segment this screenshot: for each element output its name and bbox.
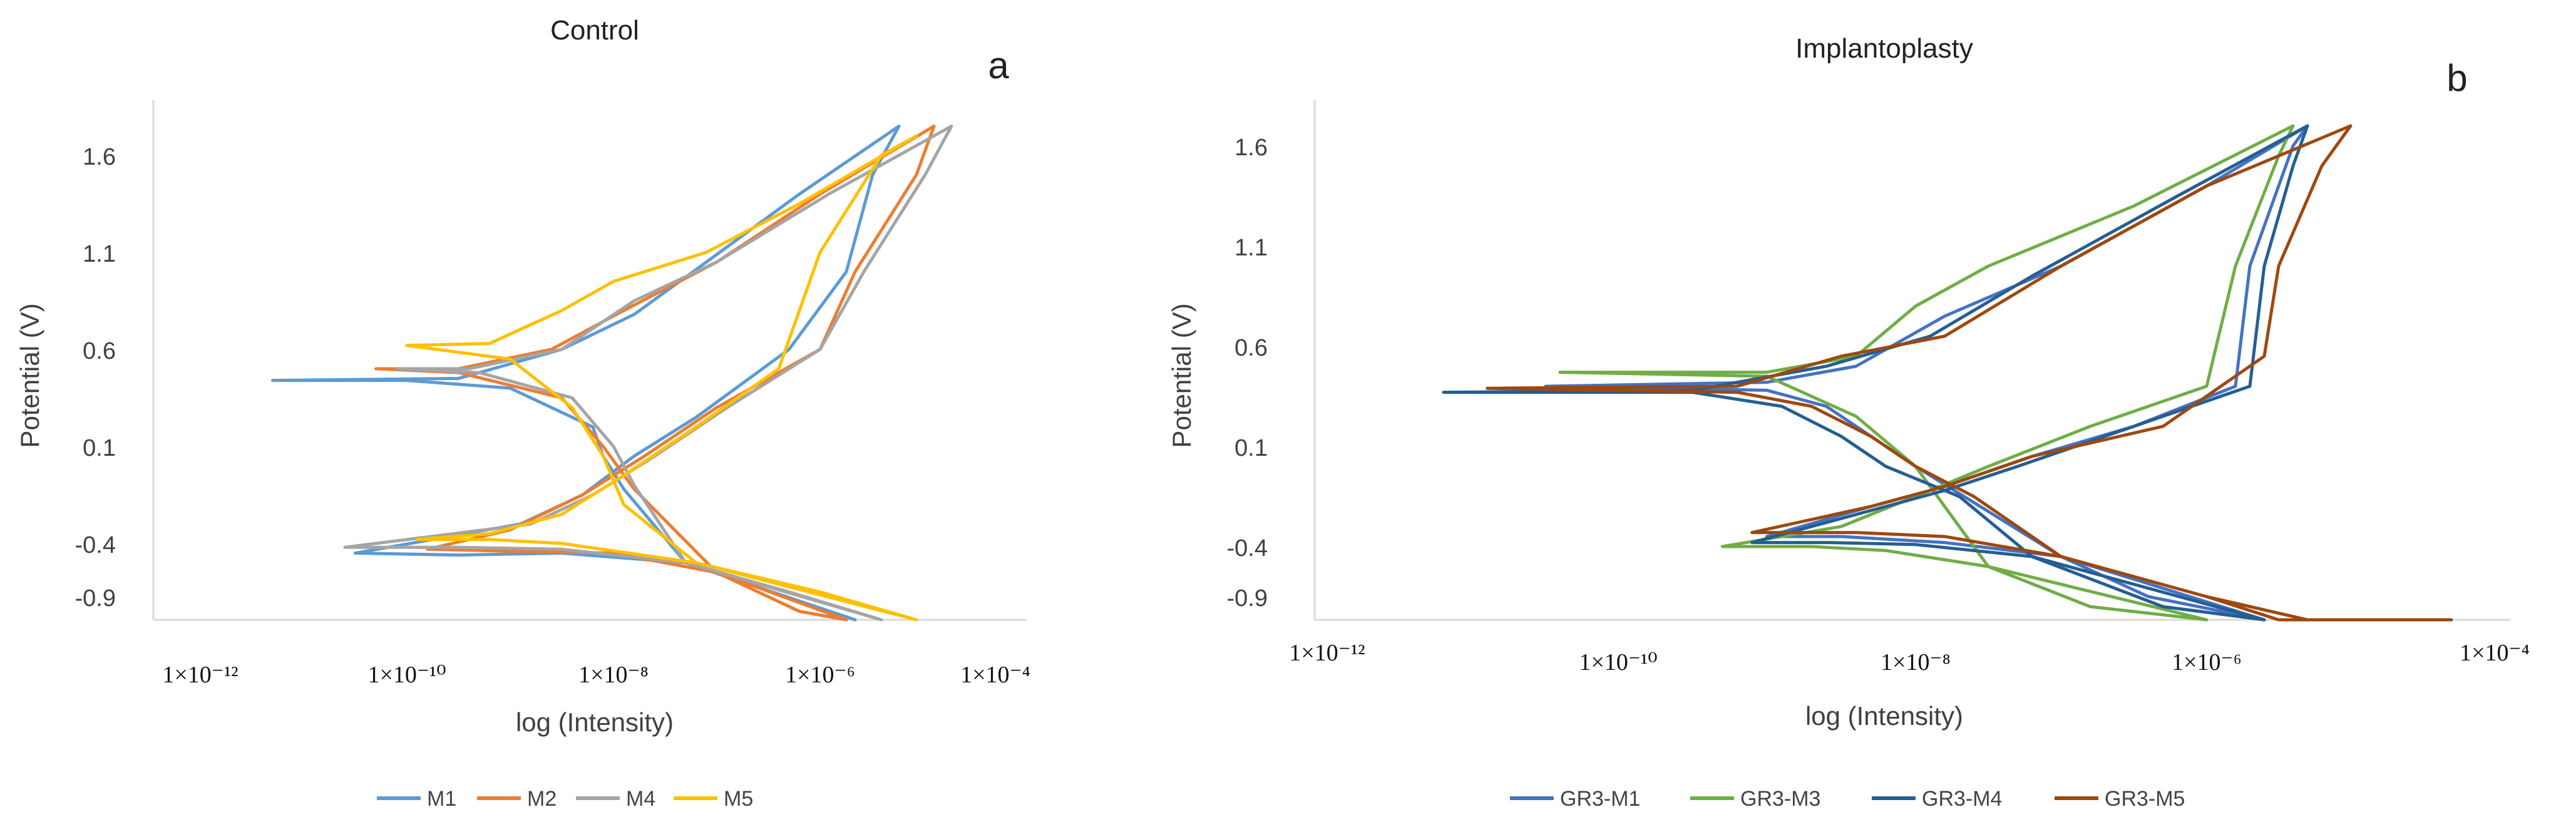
x-tick-label: 1×10⁻¹²: [1289, 640, 1365, 666]
legend-label: M2: [527, 787, 557, 811]
panel-label-b: b: [2446, 57, 2467, 99]
chart-title-control: Control: [550, 15, 639, 46]
y-ticks: 1.6 1.1 0.6 0.1 -0.4 -0.9: [75, 144, 116, 612]
x-tick-label: 1×10⁻⁸: [1881, 649, 1951, 676]
legend-item[interactable]: GR3-M4: [1872, 787, 2002, 811]
x-tick-label: 1×10⁻⁴: [2460, 640, 2530, 666]
panel-label-a: a: [988, 44, 1009, 86]
legend-item[interactable]: GR3-M3: [1690, 787, 1820, 811]
x-tick-label: 1×10⁻¹²: [162, 662, 238, 688]
legend-implantoplasty: GR3-M1 GR3-M3 GR3-M4 GR3-M5: [1510, 787, 2185, 811]
x-tick-label: 1×10⁻⁶: [785, 662, 855, 688]
series-line-m5: [405, 134, 918, 622]
series-line-m1: [271, 125, 901, 622]
legend-item[interactable]: GR3-M5: [2055, 787, 2185, 811]
plot-area-implantoplasty: [1442, 124, 2453, 622]
legend-label: M5: [724, 787, 753, 811]
series-line-gr3-m1: [1544, 124, 2309, 622]
y-tick-label: 1.1: [1234, 235, 1268, 261]
x-tick-label: 1×10⁻¹⁰: [1579, 649, 1657, 676]
chart-title-implantoplasty: Implantoplasty: [1795, 33, 1973, 64]
series-line-m4: [343, 125, 953, 622]
x-axis-title: log (Intensity): [516, 707, 674, 737]
legend-label: GR3-M4: [1922, 787, 2002, 811]
x-tick-label: 1×10⁻⁶: [2172, 649, 2242, 676]
x-ticks: 1×10⁻¹² 1×10⁻¹⁰ 1×10⁻⁸ 1×10⁻⁶ 1×10⁻⁴: [162, 662, 1030, 688]
y-tick-label: 0.1: [1234, 435, 1268, 461]
chart-control: Control a 1.6 1.1 0.6 0.1 -0.4 -0.9 1×10…: [15, 15, 1030, 811]
plot-area-control: [271, 125, 953, 622]
x-tick-label: 1×10⁻¹⁰: [367, 662, 446, 688]
y-tick-label: 0.6: [1234, 335, 1268, 361]
y-tick-label: -0.4: [75, 532, 116, 558]
x-axis-title: log (Intensity): [1805, 701, 1963, 731]
y-tick-label: 0.1: [83, 435, 116, 461]
legend-label: GR3-M1: [1560, 787, 1640, 811]
legend-item[interactable]: M5: [674, 787, 753, 811]
legend-label: GR3-M5: [2105, 787, 2185, 811]
y-tick-label: 1.6: [83, 144, 116, 170]
x-ticks: 1×10⁻¹² 1×10⁻¹⁰ 1×10⁻⁸ 1×10⁻⁶ 1×10⁻⁴: [1289, 640, 2530, 676]
legend-label: GR3-M3: [1740, 787, 1820, 811]
legend-item[interactable]: M4: [576, 787, 655, 811]
y-axis-title: Potential (V): [1167, 303, 1196, 448]
legend-label: M4: [626, 787, 655, 811]
y-tick-label: -0.4: [1227, 535, 1268, 562]
y-tick-label: 0.6: [83, 338, 116, 364]
legend-item[interactable]: M2: [477, 787, 557, 811]
y-axis-title: Potential (V): [15, 303, 44, 448]
legend-item[interactable]: GR3-M1: [1510, 787, 1640, 811]
legend-label: M1: [427, 787, 456, 811]
legend-control: M1 M2 M4 M5: [377, 787, 753, 811]
x-tick-label: 1×10⁻⁸: [578, 662, 649, 688]
y-tick-label: -0.9: [75, 585, 116, 612]
legend-item[interactable]: M1: [377, 787, 456, 811]
chart-implantoplasty: Implantoplasty b 1.6 1.1 0.6 0.1 -0.4 -0…: [1167, 33, 2530, 811]
y-tick-label: 1.6: [1234, 135, 1268, 161]
y-ticks: 1.6 1.1 0.6 0.1 -0.4 -0.9: [1227, 135, 1268, 612]
y-tick-label: -0.9: [1227, 585, 1268, 612]
x-tick-label: 1×10⁻⁴: [960, 662, 1030, 688]
series-line-gr3-m5: [1486, 124, 2453, 622]
y-tick-label: 1.1: [83, 241, 116, 267]
